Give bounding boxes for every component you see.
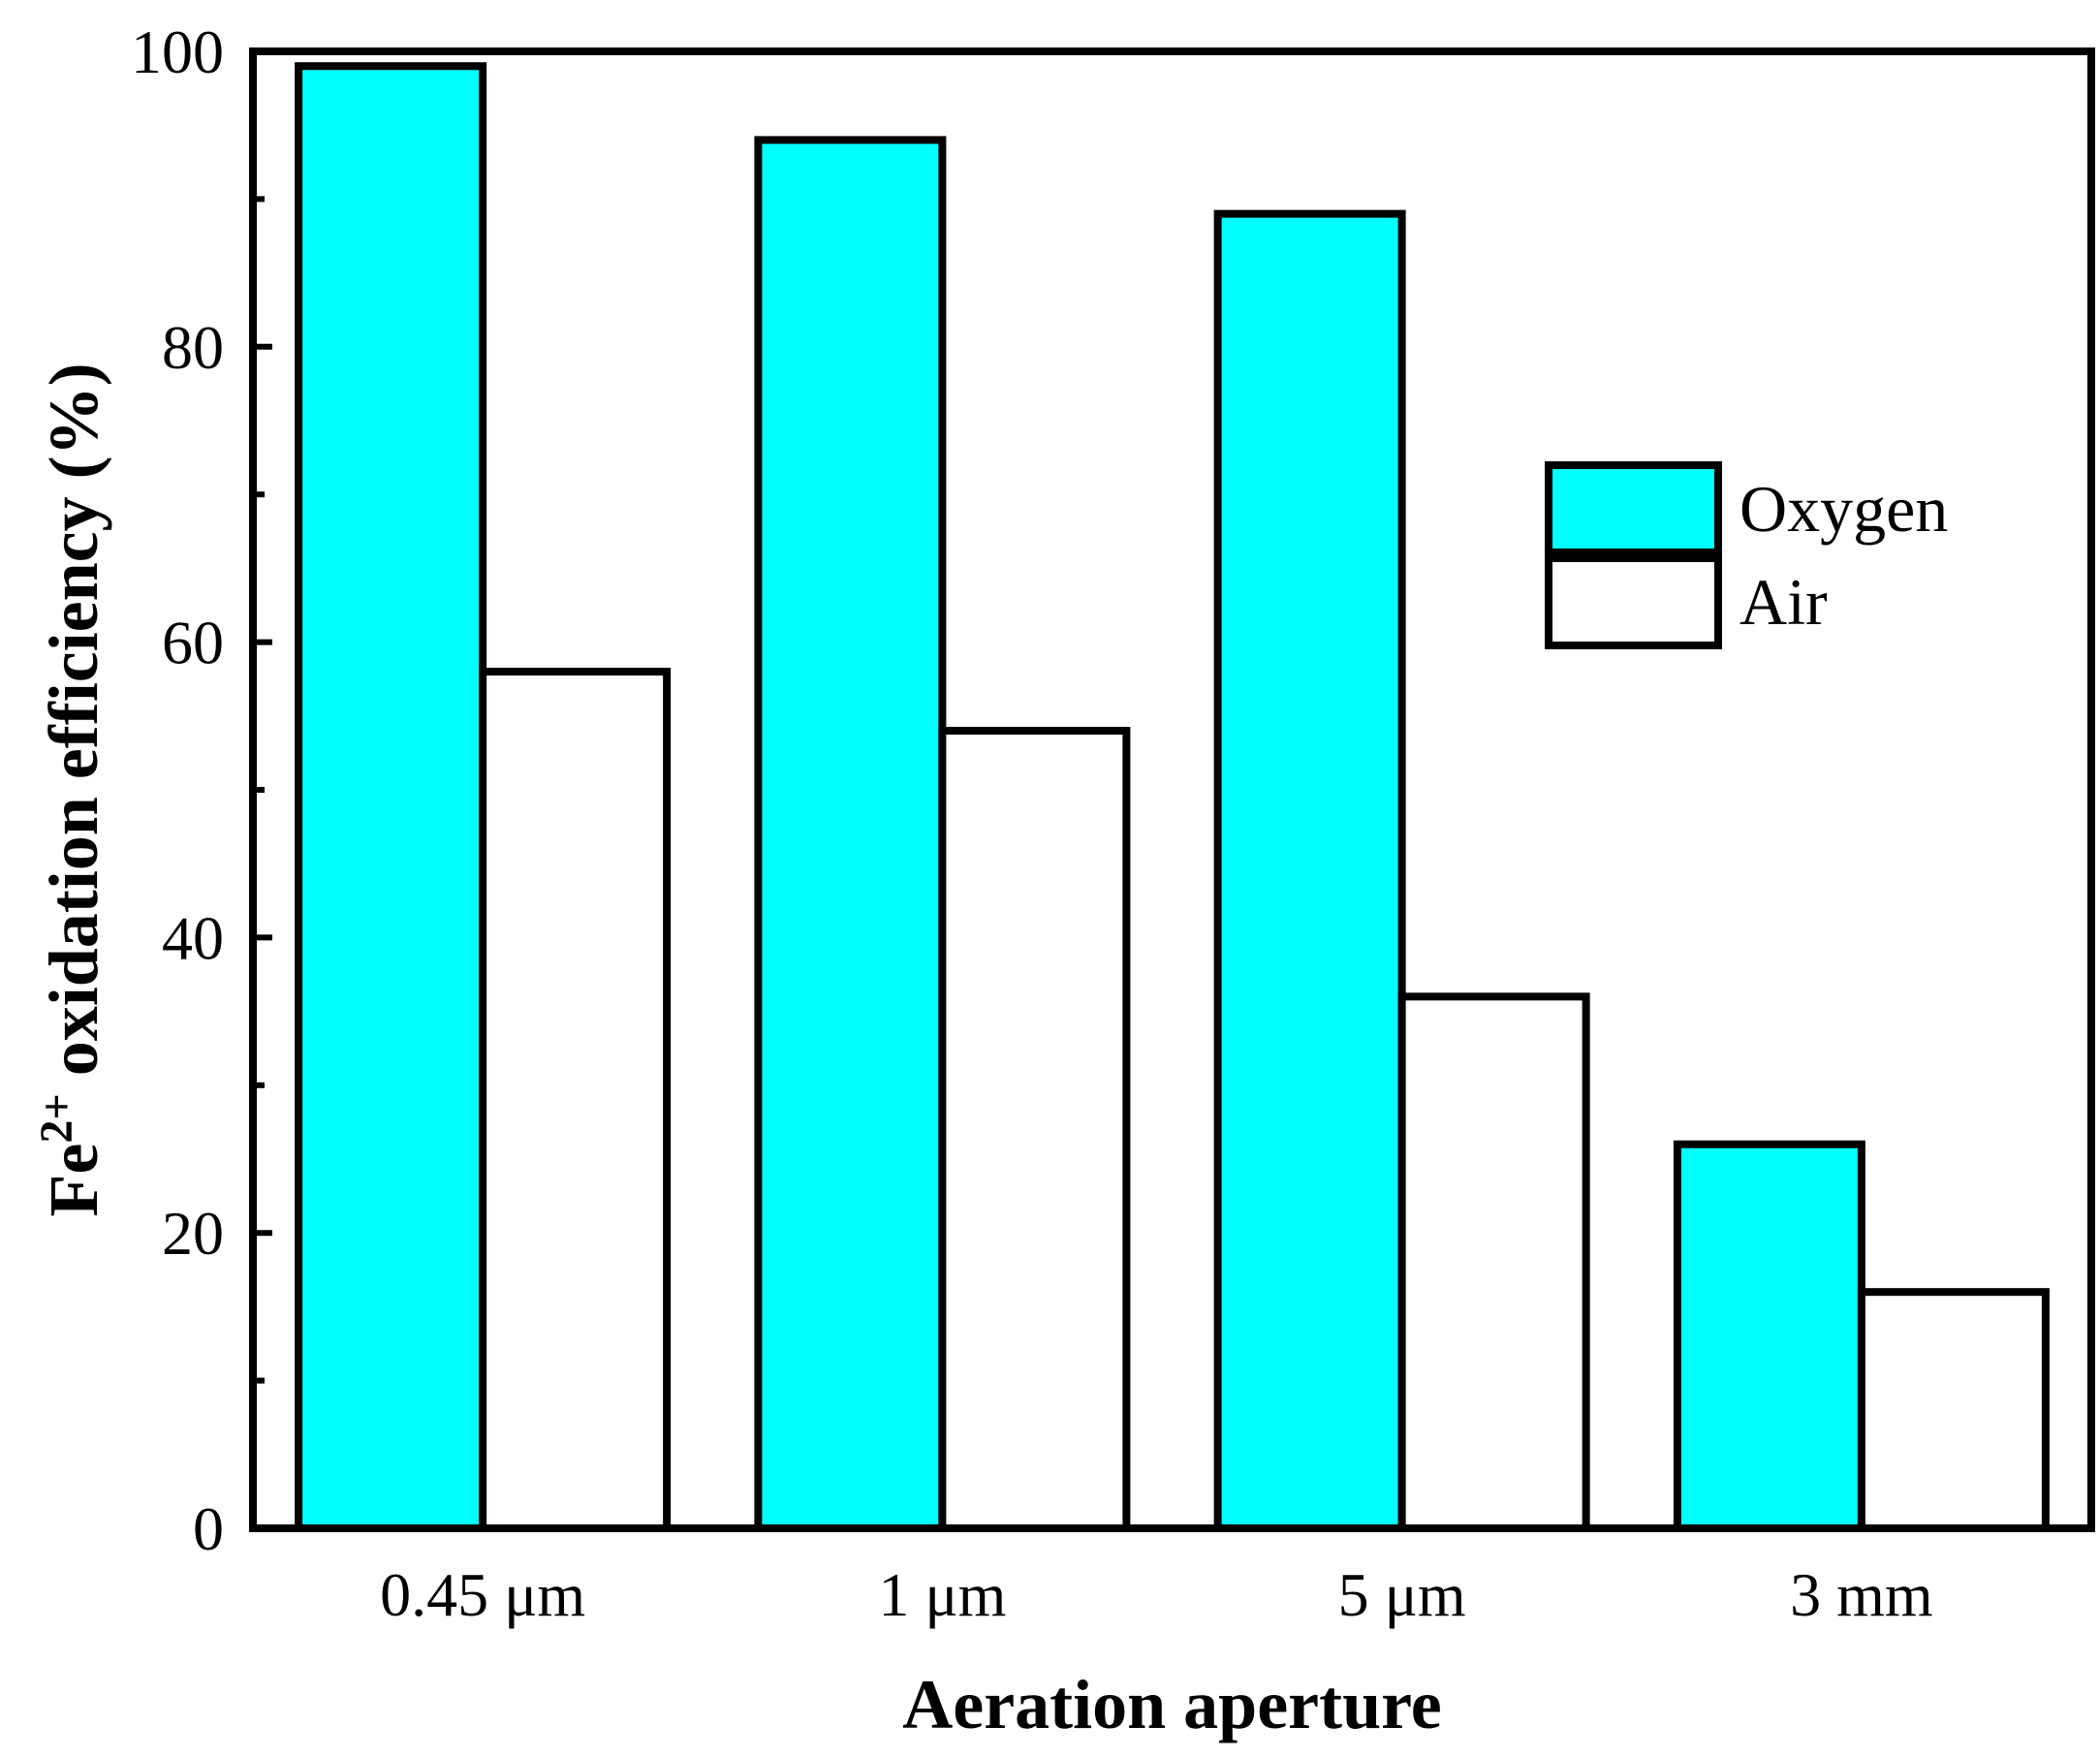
legend: Oxygen Air (1545, 461, 1948, 649)
y-tick-label: 80 (162, 313, 224, 382)
x-tick-label: 1 μm (878, 1560, 1006, 1629)
y-ticks-group: 0 20 40 60 80 100 (131, 17, 272, 1563)
y-axis-title: Fe2+ oxidation efficiency (%) (31, 362, 113, 1216)
bars-group (295, 62, 2050, 1533)
legend-swatch-air (1545, 554, 1722, 649)
bar-oxygen-3 (1213, 209, 1406, 1532)
x-tick-labels-group: 0.45 μm 1 μm 5 μm 3 mm (380, 1560, 1933, 1629)
legend-swatch-oxygen (1545, 461, 1722, 556)
x-tick-label: 0.45 μm (380, 1560, 585, 1629)
y-axis-title-prefix: Fe (35, 1144, 112, 1217)
x-tick-label: 5 μm (1338, 1560, 1466, 1629)
y-tick-label: 0 (193, 1494, 224, 1563)
y-tick-label: 20 (162, 1199, 224, 1268)
legend-label-oxygen: Oxygen (1740, 472, 1948, 546)
bar-oxygen-1 (295, 62, 487, 1533)
y-axis-title-superscript: 2+ (31, 1093, 82, 1143)
bar-air-4 (1857, 1288, 2050, 1533)
bar-oxygen-4 (1673, 1140, 1865, 1532)
y-tick-label: 40 (162, 903, 224, 972)
bar-oxygen-2 (754, 136, 947, 1533)
y-tick-label: 60 (162, 609, 224, 677)
bar-air-1 (479, 668, 672, 1532)
bar-air-2 (938, 727, 1131, 1532)
x-tick-label: 3 mm (1790, 1560, 1933, 1629)
y-axis-title-suffix: oxidation efficiency (%) (35, 362, 112, 1093)
legend-label-air: Air (1740, 565, 1828, 639)
bar-air-3 (1397, 992, 1590, 1532)
x-axis-title: Aeration aperture (902, 1666, 1442, 1743)
y-tick-label: 100 (131, 17, 224, 86)
